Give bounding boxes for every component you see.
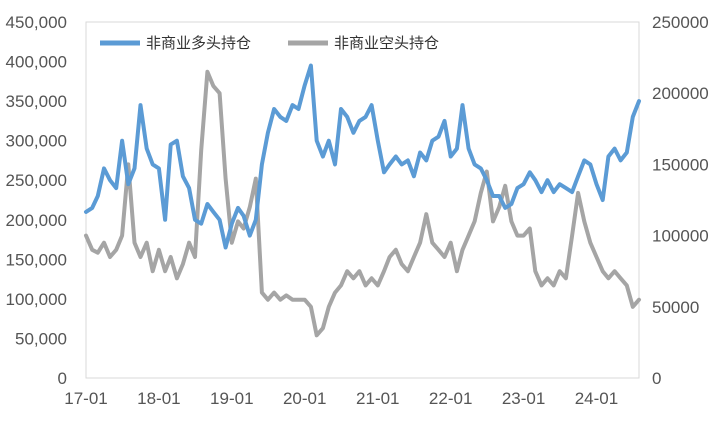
y-right-tick-label: 0 bbox=[652, 369, 661, 388]
y-left-tick-label: 200,000 bbox=[6, 211, 67, 230]
series-line-long bbox=[84, 63, 641, 250]
legend-label-short: 非商业空头持仓 bbox=[334, 34, 439, 52]
x-axis: 17-01 18-01 19-01 20-01 21-01 22-01 23-01 24-01 bbox=[64, 389, 618, 408]
y-left-tick-label: 100,000 bbox=[6, 290, 67, 309]
y-right-tick-label: 100000 bbox=[652, 227, 709, 246]
series-line-short bbox=[84, 69, 641, 338]
y-right-tick-label: 200000 bbox=[652, 84, 709, 103]
y-left-tick-label: 400,000 bbox=[6, 53, 67, 72]
x-tick-label: 18-01 bbox=[137, 389, 180, 408]
y-left-tick-label: 0 bbox=[58, 369, 67, 388]
x-tick-label: 21-01 bbox=[356, 389, 399, 408]
x-tick-label: 17-01 bbox=[64, 389, 107, 408]
y-left-tick-label: 350,000 bbox=[6, 92, 67, 111]
y-left-tick-label: 450,000 bbox=[6, 13, 67, 32]
y-left-tick-label: 150,000 bbox=[6, 250, 67, 269]
x-tick-label: 24-01 bbox=[575, 389, 618, 408]
y-right-tick-label: 50000 bbox=[652, 298, 699, 317]
y-left-tick-label: 300,000 bbox=[6, 132, 67, 151]
y-right-tick-label: 150000 bbox=[652, 155, 709, 174]
legend-label-long: 非商业多头持仓 bbox=[146, 34, 251, 52]
y-axis-left: 0 50,000 100,000 150,000 200,000 250,000 300,0… bbox=[6, 13, 67, 388]
series-layer bbox=[84, 63, 641, 338]
y-left-tick-label: 250,000 bbox=[6, 171, 67, 190]
x-tick-label: 22-01 bbox=[429, 389, 472, 408]
y-left-tick-label: 50,000 bbox=[15, 329, 67, 348]
x-tick-label: 20-01 bbox=[283, 389, 326, 408]
x-tick-label: 23-01 bbox=[502, 389, 545, 408]
y-axis-right: 0 50000 100000 150000 200000 250000 bbox=[652, 13, 709, 388]
y-right-tick-label: 250000 bbox=[652, 13, 709, 32]
plot-area bbox=[85, 21, 640, 379]
legend: 非商业多头持仓 非商业空头持仓 bbox=[100, 34, 439, 52]
x-tick-label: 19-01 bbox=[210, 389, 253, 408]
